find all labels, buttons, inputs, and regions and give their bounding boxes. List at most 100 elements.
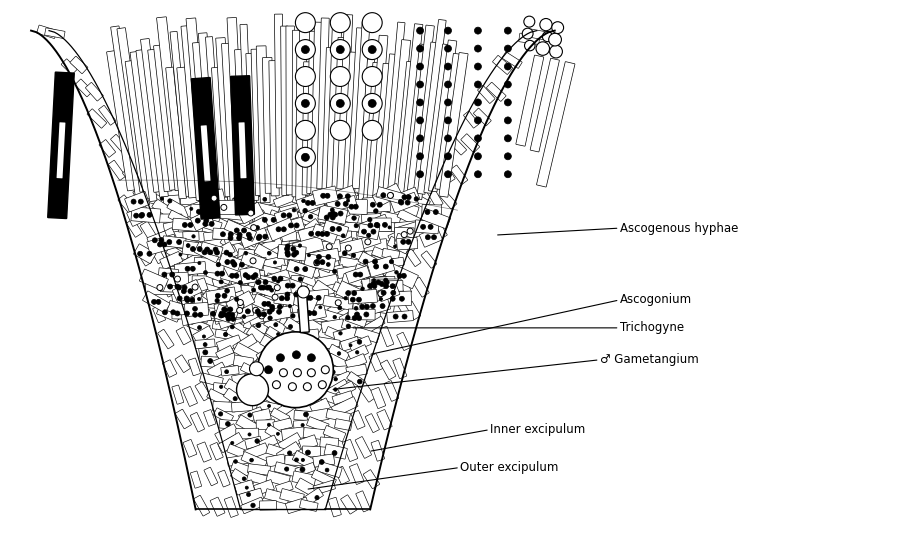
Circle shape (270, 288, 274, 292)
FancyBboxPatch shape (368, 191, 394, 209)
FancyBboxPatch shape (295, 52, 307, 201)
FancyBboxPatch shape (249, 381, 269, 396)
FancyBboxPatch shape (304, 383, 327, 394)
FancyBboxPatch shape (337, 265, 361, 278)
FancyBboxPatch shape (312, 224, 338, 244)
FancyBboxPatch shape (212, 273, 236, 289)
FancyBboxPatch shape (264, 316, 288, 335)
FancyBboxPatch shape (370, 276, 395, 288)
FancyBboxPatch shape (282, 427, 305, 440)
FancyBboxPatch shape (289, 280, 313, 300)
Circle shape (334, 378, 337, 381)
Circle shape (235, 297, 239, 301)
Circle shape (364, 304, 370, 309)
Circle shape (276, 432, 279, 435)
Circle shape (310, 201, 315, 206)
Circle shape (294, 458, 298, 462)
Circle shape (362, 66, 382, 87)
FancyBboxPatch shape (301, 253, 333, 273)
Circle shape (230, 312, 235, 317)
FancyBboxPatch shape (293, 192, 317, 208)
Circle shape (337, 194, 342, 199)
FancyBboxPatch shape (136, 49, 162, 192)
Circle shape (225, 308, 228, 312)
FancyBboxPatch shape (361, 271, 386, 291)
Circle shape (445, 63, 451, 70)
Circle shape (198, 247, 202, 252)
FancyBboxPatch shape (217, 335, 242, 353)
Circle shape (318, 381, 326, 389)
Circle shape (253, 307, 259, 313)
FancyBboxPatch shape (369, 353, 382, 372)
FancyBboxPatch shape (345, 309, 369, 327)
Circle shape (134, 213, 139, 218)
FancyBboxPatch shape (232, 197, 255, 211)
Circle shape (389, 193, 393, 198)
FancyBboxPatch shape (393, 187, 419, 207)
Circle shape (242, 477, 246, 481)
Circle shape (388, 192, 393, 198)
Circle shape (475, 99, 481, 106)
FancyBboxPatch shape (333, 237, 355, 253)
FancyBboxPatch shape (293, 450, 319, 471)
FancyBboxPatch shape (353, 301, 376, 313)
FancyBboxPatch shape (278, 432, 303, 453)
Circle shape (505, 153, 511, 160)
FancyBboxPatch shape (371, 279, 401, 290)
Circle shape (307, 354, 315, 362)
FancyBboxPatch shape (291, 291, 318, 312)
FancyBboxPatch shape (384, 381, 399, 401)
Circle shape (220, 312, 225, 317)
Circle shape (248, 413, 252, 417)
FancyBboxPatch shape (326, 196, 357, 213)
FancyBboxPatch shape (263, 370, 287, 389)
FancyBboxPatch shape (268, 210, 292, 226)
FancyBboxPatch shape (308, 312, 327, 322)
FancyBboxPatch shape (519, 33, 540, 44)
FancyBboxPatch shape (367, 256, 395, 277)
FancyBboxPatch shape (274, 193, 295, 208)
Circle shape (279, 296, 284, 301)
Circle shape (167, 239, 172, 244)
Circle shape (308, 295, 313, 300)
Circle shape (445, 99, 451, 106)
Circle shape (550, 45, 563, 58)
FancyBboxPatch shape (424, 44, 450, 193)
Circle shape (295, 121, 315, 140)
FancyBboxPatch shape (166, 245, 188, 263)
FancyBboxPatch shape (280, 489, 304, 504)
Circle shape (320, 260, 325, 265)
Circle shape (295, 94, 315, 113)
FancyBboxPatch shape (188, 244, 211, 265)
Circle shape (349, 204, 354, 209)
Circle shape (162, 242, 167, 247)
FancyBboxPatch shape (265, 327, 286, 343)
Circle shape (198, 261, 201, 265)
FancyBboxPatch shape (270, 408, 290, 424)
FancyBboxPatch shape (284, 317, 304, 335)
Circle shape (287, 451, 292, 455)
Circle shape (222, 307, 226, 312)
FancyBboxPatch shape (275, 207, 299, 224)
Circle shape (362, 94, 382, 113)
FancyBboxPatch shape (277, 247, 301, 261)
FancyBboxPatch shape (266, 471, 290, 487)
FancyBboxPatch shape (292, 301, 312, 315)
FancyBboxPatch shape (238, 202, 264, 224)
Circle shape (207, 358, 213, 363)
FancyBboxPatch shape (274, 290, 294, 307)
Circle shape (219, 385, 223, 389)
Circle shape (393, 314, 398, 319)
Circle shape (336, 99, 344, 107)
Circle shape (352, 316, 357, 321)
FancyBboxPatch shape (223, 316, 246, 336)
Circle shape (251, 225, 256, 231)
Circle shape (288, 305, 292, 307)
Circle shape (193, 312, 198, 317)
Circle shape (357, 340, 361, 344)
FancyBboxPatch shape (317, 346, 341, 359)
FancyBboxPatch shape (343, 222, 365, 232)
FancyBboxPatch shape (200, 242, 223, 257)
FancyBboxPatch shape (226, 325, 251, 345)
FancyBboxPatch shape (304, 254, 335, 271)
